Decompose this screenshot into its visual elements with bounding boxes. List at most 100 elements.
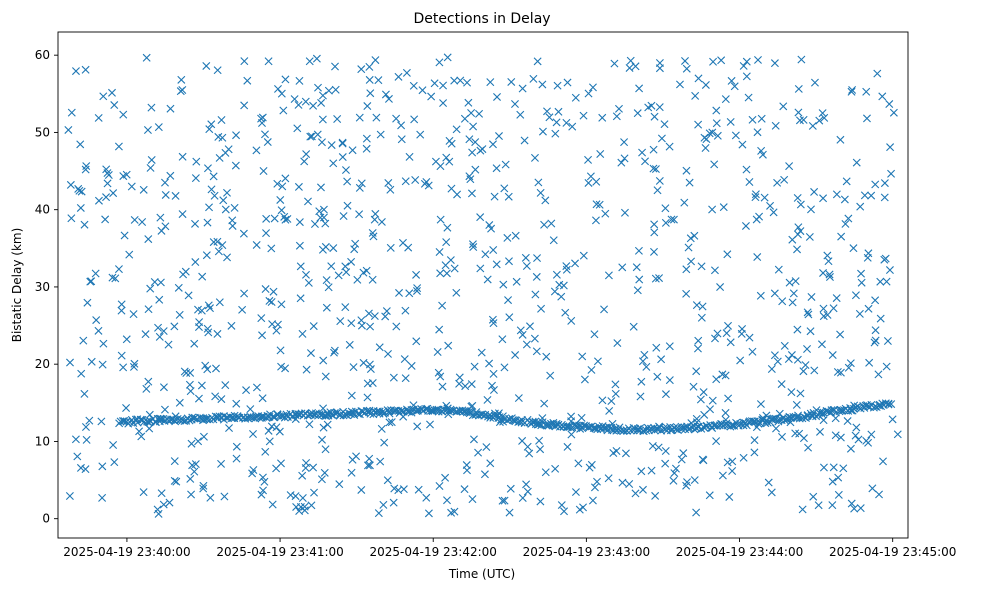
- detection-marker: [590, 330, 599, 339]
- detection-marker: [270, 214, 279, 223]
- detection-marker: [252, 240, 261, 249]
- detection-marker: [538, 80, 547, 89]
- detection-marker: [331, 62, 340, 71]
- detection-marker: [788, 235, 797, 244]
- detection-marker: [846, 359, 855, 368]
- detection-marker: [435, 325, 444, 334]
- detection-marker: [540, 399, 549, 408]
- detection-marker: [799, 367, 808, 376]
- detection-marker: [199, 484, 208, 493]
- detection-marker: [788, 298, 797, 307]
- detection-marker: [828, 501, 837, 510]
- detection-marker: [362, 144, 371, 153]
- detection-marker: [290, 95, 299, 104]
- detection-marker: [471, 138, 480, 147]
- detection-marker: [305, 57, 314, 66]
- detection-marker: [275, 427, 284, 436]
- detection-marker: [692, 508, 701, 517]
- detection-marker: [841, 219, 850, 228]
- detection-marker: [849, 244, 858, 253]
- detection-marker: [324, 86, 333, 95]
- detection-marker: [338, 139, 347, 148]
- detection-marker: [712, 375, 721, 384]
- detection-marker: [850, 504, 859, 513]
- detection-marker: [571, 93, 580, 102]
- detection-marker: [536, 188, 545, 197]
- detection-marker: [445, 157, 454, 166]
- detection-marker: [335, 480, 344, 489]
- detection-marker: [801, 361, 810, 370]
- detection-marker: [306, 132, 315, 141]
- detection-marker: [190, 339, 199, 348]
- detection-marker: [736, 356, 745, 365]
- detection-marker: [485, 359, 494, 368]
- detection-marker: [689, 382, 698, 391]
- detection-marker: [638, 357, 647, 366]
- detection-marker: [860, 191, 869, 200]
- detection-marker: [214, 132, 223, 141]
- detection-marker: [365, 461, 374, 470]
- detection-marker: [833, 367, 842, 376]
- detection-marker: [91, 269, 100, 278]
- detection-marker: [217, 116, 226, 124]
- detection-marker: [207, 185, 216, 194]
- detection-marker: [384, 94, 393, 103]
- detection-marker: [348, 146, 357, 155]
- detection-marker: [873, 69, 882, 78]
- detection-marker: [875, 490, 884, 499]
- detection-marker: [98, 493, 107, 502]
- detection-marker: [186, 368, 195, 377]
- detection-marker: [893, 430, 902, 439]
- detection-marker: [650, 220, 659, 229]
- detection-marker: [531, 290, 540, 299]
- detection-marker: [499, 280, 508, 289]
- detection-marker: [453, 190, 462, 199]
- detection-marker: [64, 125, 73, 134]
- detection-marker: [142, 53, 151, 62]
- detection-marker: [455, 379, 464, 388]
- detection-marker: [857, 269, 866, 278]
- detection-marker: [541, 468, 550, 477]
- detection-marker: [888, 415, 897, 424]
- detection-marker: [166, 104, 175, 113]
- detection-marker: [810, 78, 819, 87]
- y-axis-label: Bistatic Delay (km): [10, 228, 24, 343]
- detection-marker: [347, 319, 356, 328]
- detection-marker: [631, 62, 640, 71]
- detection-marker: [154, 509, 163, 518]
- detection-marker: [877, 402, 886, 411]
- detection-marker: [460, 485, 469, 494]
- detection-marker: [442, 269, 451, 278]
- detection-marker: [418, 86, 427, 95]
- detection-marker: [147, 155, 156, 164]
- detection-marker: [809, 492, 818, 501]
- detection-marker: [755, 212, 764, 221]
- detection-marker: [854, 435, 863, 444]
- detection-marker: [187, 490, 196, 499]
- detection-marker: [844, 363, 853, 372]
- detection-marker: [209, 238, 218, 247]
- detection-marker: [825, 273, 834, 281]
- detection-marker: [819, 268, 828, 277]
- detection-marker: [82, 435, 91, 444]
- detection-marker: [885, 266, 894, 275]
- detection-marker: [157, 489, 166, 498]
- detection-marker: [488, 315, 497, 324]
- detection-marker: [651, 274, 660, 283]
- detection-marker: [638, 485, 647, 494]
- detection-marker: [139, 185, 148, 194]
- detection-marker: [712, 106, 721, 115]
- x-tick-label: 2025-04-19 23:44:00: [676, 545, 803, 559]
- detection-marker: [80, 389, 89, 398]
- detection-marker: [381, 90, 390, 99]
- detection-marker: [842, 177, 851, 186]
- detection-marker: [309, 463, 318, 472]
- detection-marker: [726, 117, 735, 126]
- detection-marker: [159, 383, 168, 392]
- detection-marker: [317, 138, 326, 147]
- detection-marker: [119, 172, 128, 181]
- detection-marker: [580, 375, 589, 384]
- detection-marker: [353, 275, 362, 284]
- detection-marker: [301, 270, 310, 279]
- detection-marker: [632, 263, 641, 272]
